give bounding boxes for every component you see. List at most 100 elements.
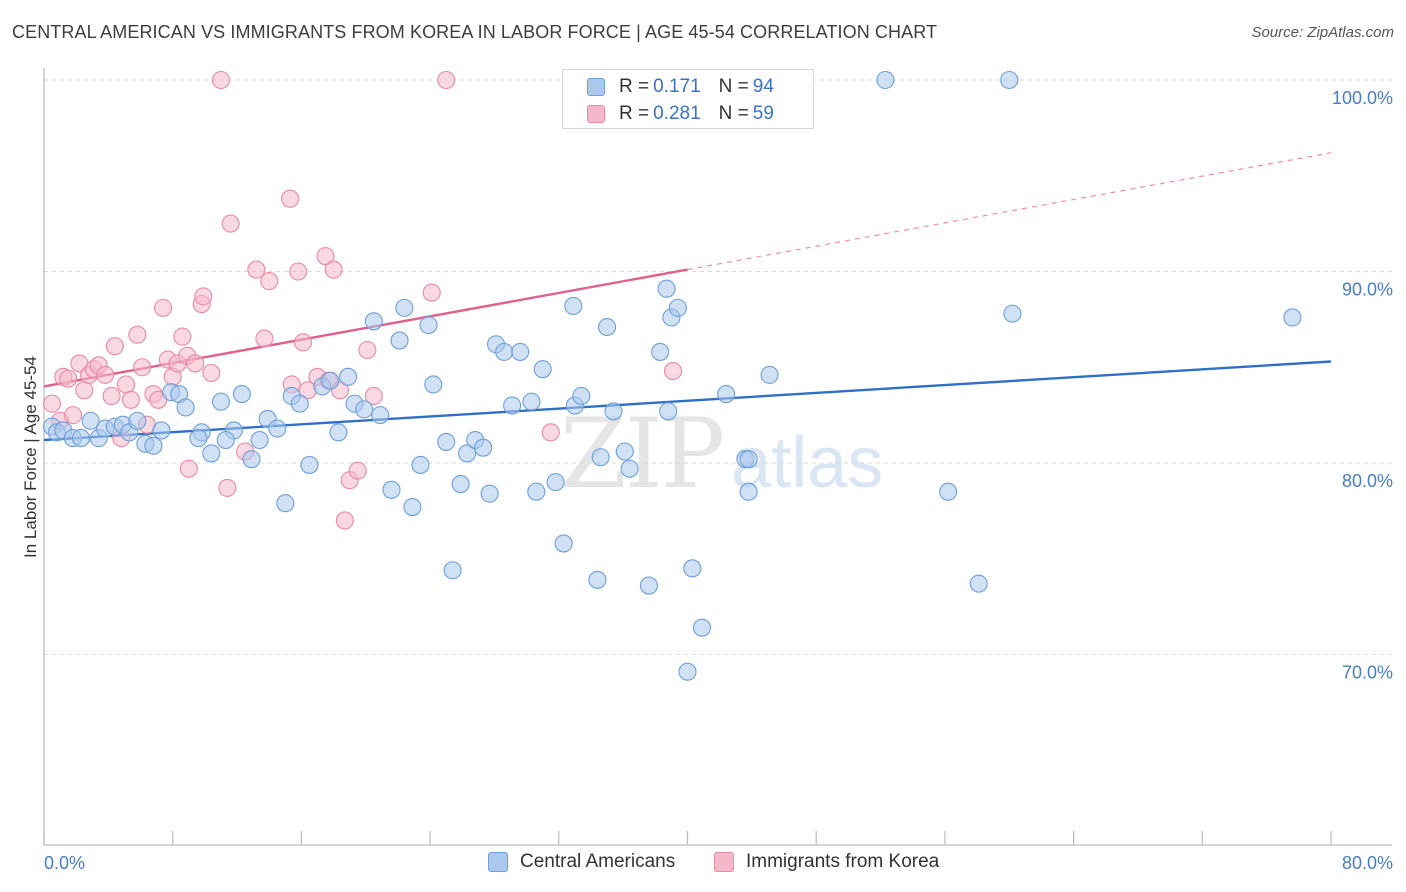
data-point-central-americans bbox=[876, 70, 895, 90]
data-point-central-americans bbox=[176, 398, 195, 417]
data-point-central-americans bbox=[1003, 304, 1022, 323]
data-point-korea bbox=[179, 459, 198, 478]
data-point-korea bbox=[116, 375, 136, 394]
data-point-central-americans bbox=[692, 618, 712, 637]
data-point-central-americans bbox=[232, 385, 251, 404]
bottom-legend-korea: Immigrants from Korea bbox=[714, 851, 939, 873]
data-point-central-americans bbox=[657, 279, 676, 298]
data-point-korea bbox=[96, 365, 115, 384]
data-point-central-americans bbox=[321, 371, 340, 390]
data-point-central-americans bbox=[474, 438, 493, 457]
source-label: Source: ZipAtlas.com bbox=[1251, 24, 1394, 41]
data-point-central-americans bbox=[564, 296, 583, 316]
data-point-central-americans bbox=[760, 365, 779, 384]
data-point-central-americans bbox=[242, 450, 261, 469]
data-point-central-americans bbox=[419, 316, 438, 335]
data-point-korea bbox=[218, 478, 237, 497]
data-point-central-americans bbox=[144, 436, 163, 455]
data-point-central-americans bbox=[152, 421, 171, 440]
series-central-americans-points bbox=[42, 70, 1302, 681]
data-point-central-americans bbox=[339, 367, 358, 386]
data-point-central-americans bbox=[411, 455, 430, 474]
gridlines bbox=[44, 79, 1392, 655]
legend-r-value: 0.281 bbox=[653, 103, 701, 124]
bottom-legend-central-americans: Central Americans bbox=[488, 851, 675, 873]
data-point-central-americans bbox=[395, 298, 414, 317]
data-point-central-americans bbox=[329, 423, 348, 442]
data-point-central-americans bbox=[546, 473, 565, 492]
data-point-central-americans bbox=[651, 342, 670, 361]
data-point-central-americans bbox=[437, 432, 456, 451]
data-point-central-americans bbox=[668, 298, 687, 317]
data-point-korea bbox=[194, 287, 213, 306]
data-point-korea bbox=[102, 386, 121, 406]
data-point-central-americans bbox=[250, 430, 269, 450]
data-point-central-americans bbox=[355, 400, 374, 419]
data-point-central-americans bbox=[554, 534, 573, 553]
series-korea-points bbox=[42, 70, 683, 530]
data-point-central-americans bbox=[969, 574, 988, 593]
data-point-central-americans bbox=[495, 342, 514, 361]
data-point-korea bbox=[75, 381, 94, 400]
data-point-korea bbox=[105, 337, 124, 356]
data-point-central-americans bbox=[739, 450, 758, 469]
data-point-central-americans bbox=[71, 429, 91, 448]
data-point-korea bbox=[202, 363, 221, 383]
axes bbox=[43, 68, 1392, 846]
y-tick-label: 70.0% bbox=[1342, 663, 1393, 683]
data-point-korea bbox=[348, 461, 367, 480]
data-point-central-americans bbox=[615, 442, 634, 461]
data-point-central-americans bbox=[202, 444, 221, 463]
y-tick-label: 80.0% bbox=[1342, 471, 1393, 491]
data-point-central-americans bbox=[588, 570, 607, 589]
data-point-korea bbox=[289, 262, 308, 281]
legend-row-central-americans: R = 0.171 N = 94 bbox=[587, 74, 774, 100]
data-point-central-americans bbox=[81, 411, 100, 430]
data-point-central-americans bbox=[390, 331, 409, 350]
legend-swatch-blue bbox=[587, 78, 605, 96]
data-point-korea bbox=[59, 369, 78, 388]
data-point-korea bbox=[221, 214, 240, 233]
y-tick-label: 90.0% bbox=[1342, 280, 1393, 300]
data-point-central-americans bbox=[533, 360, 552, 379]
data-point-central-americans bbox=[739, 482, 758, 501]
data-point-central-americans bbox=[364, 312, 383, 331]
y-axis-title: In Labor Force | Age 45-54 bbox=[21, 356, 40, 558]
data-point-central-americans bbox=[268, 419, 287, 438]
data-point-central-americans bbox=[527, 482, 546, 501]
data-point-central-americans bbox=[371, 406, 390, 425]
data-point-central-americans bbox=[639, 576, 658, 595]
data-point-central-americans bbox=[443, 561, 462, 580]
bottom-legend-label: Immigrants from Korea bbox=[746, 851, 940, 872]
data-point-korea bbox=[128, 325, 147, 344]
trend-lines bbox=[43, 152, 1332, 442]
data-point-central-americans bbox=[678, 662, 697, 681]
data-point-central-americans bbox=[211, 392, 231, 411]
data-point-korea bbox=[173, 327, 192, 346]
bottom-legend-label: Central Americans bbox=[520, 851, 676, 872]
data-point-korea bbox=[63, 406, 83, 425]
legend-r-label: R = bbox=[619, 103, 650, 124]
data-point-korea bbox=[281, 189, 300, 208]
data-point-korea bbox=[541, 423, 560, 442]
data-point-central-americans bbox=[522, 392, 541, 411]
trend-line-korea-extension bbox=[687, 152, 1332, 271]
data-point-korea bbox=[121, 390, 140, 409]
bottom-legend-swatch-pink bbox=[714, 852, 734, 872]
data-point-central-americans bbox=[458, 444, 477, 463]
trend-line-central-americans bbox=[43, 360, 1332, 442]
legend-swatch-pink bbox=[587, 105, 605, 123]
data-point-central-americans bbox=[300, 455, 319, 474]
data-point-korea bbox=[133, 358, 152, 377]
data-point-central-americans bbox=[276, 494, 295, 513]
data-point-korea bbox=[255, 329, 274, 348]
bottom-legend-swatch-blue bbox=[488, 852, 508, 872]
y-tick-label: 100.0% bbox=[1332, 88, 1393, 108]
data-point-central-americans bbox=[128, 411, 147, 430]
data-point-central-americans bbox=[572, 386, 591, 406]
data-point-korea bbox=[437, 70, 456, 90]
legend-r-value: 0.171 bbox=[653, 76, 701, 97]
data-point-korea bbox=[364, 386, 383, 406]
data-point-central-americans bbox=[403, 497, 422, 517]
data-point-central-americans bbox=[717, 385, 736, 404]
